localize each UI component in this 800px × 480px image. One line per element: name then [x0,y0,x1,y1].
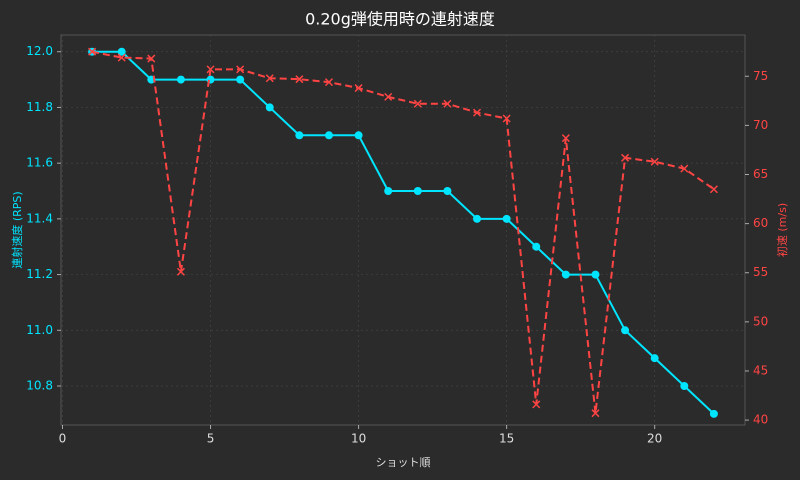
data-point [354,131,363,140]
data-point [650,157,659,166]
y-tick-label: 11.6 [26,156,53,170]
series-line [92,50,715,415]
y2-tick-label: 45 [753,363,768,377]
data-point [265,103,274,112]
data-point [354,84,363,93]
data-point [324,78,334,87]
data-point [117,53,126,62]
x-axis-label: ショット順 [376,456,431,469]
data-point [680,382,689,390]
y2-tick-label: 50 [753,314,768,328]
y2-tick-label: 60 [753,216,768,230]
data-point [591,270,600,279]
plot-frame [60,34,746,426]
data-point [295,131,304,140]
data-point [561,270,570,279]
y2-tick-label: 55 [753,265,768,279]
data-point [206,65,215,74]
y-tick-label: 12.0 [26,44,53,58]
data-point [532,400,541,409]
x-tick-label: 0 [59,432,67,446]
data-point [680,164,689,173]
data-point [502,214,511,223]
data-point [621,153,630,162]
data-point [532,242,541,251]
y-tick-label: 10.8 [26,379,53,393]
y-tick-label: 11.2 [26,267,53,281]
y2-tick-label: 40 [753,413,768,427]
data-point [502,114,511,123]
data-point [265,74,274,83]
data-point [473,214,482,223]
series-line [91,50,715,414]
data-point [709,409,718,418]
y2-tick-label: 75 [753,69,768,83]
y2-tick-label: 65 [753,167,768,181]
data-point [591,409,600,418]
data-point [88,47,97,56]
x-tick-label: 15 [499,432,514,446]
data-point [176,267,185,276]
y-axis-label: 連射速度 (RPS) [10,191,24,268]
data-point [236,75,245,84]
data-point [117,47,126,56]
data-point [176,75,185,84]
x-tick-label: 5 [207,432,215,446]
data-point [236,65,245,74]
chart-title: 0.20g弾使用時の連射速度 [305,10,495,29]
y2-axis-label: 初速 (m/s) [775,203,789,257]
data-point [324,131,333,140]
data-point [295,75,304,84]
data-point [621,326,630,335]
y-tick-label: 11.4 [26,211,53,225]
data-point [384,92,393,101]
data-point [561,134,570,143]
data-point [443,99,452,108]
y-tick-label: 11.0 [26,323,53,337]
x-tick-label: 10 [351,432,366,446]
data-point [384,187,393,195]
data-point [472,108,482,117]
data-point [413,99,422,108]
data-point [709,185,718,194]
data-point [413,187,422,195]
x-tick-label: 20 [647,432,662,446]
y-tick-label: 11.8 [26,100,53,114]
data-point [650,354,659,363]
data-point [147,54,156,63]
y2-tick-label: 70 [753,118,768,132]
data-point [443,187,452,195]
